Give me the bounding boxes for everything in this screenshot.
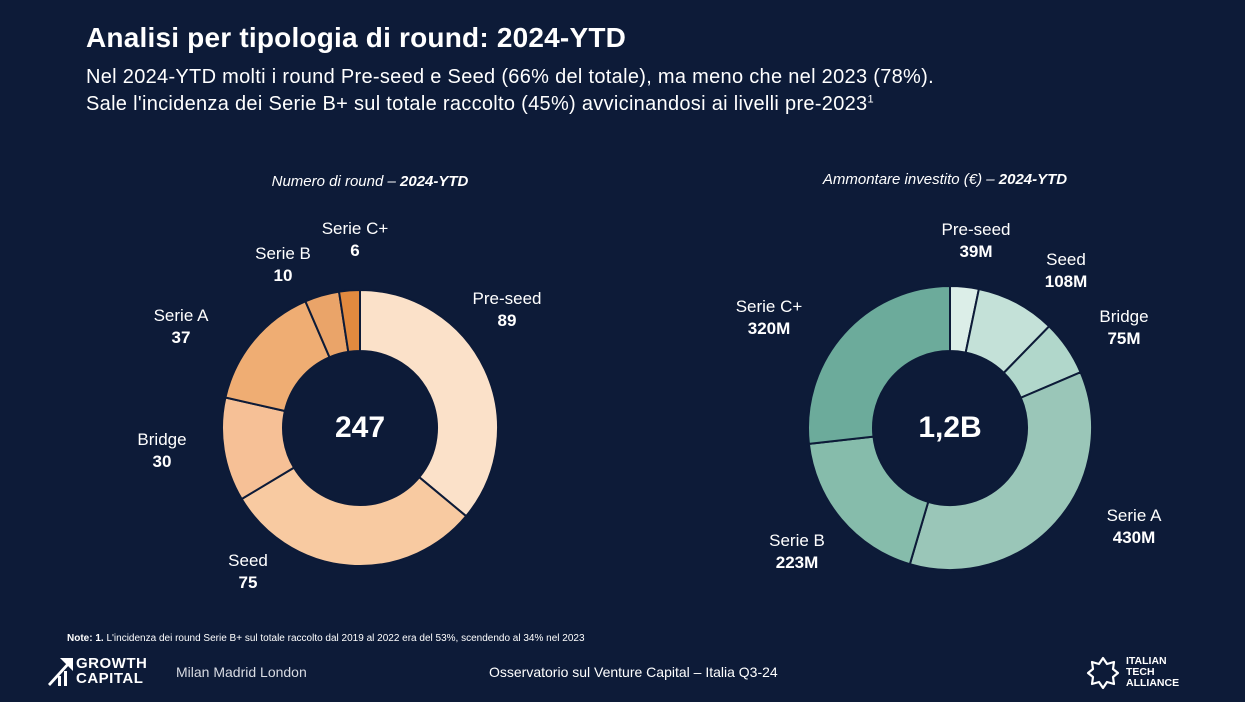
slice-category-label: Pre-seed — [941, 220, 1011, 239]
slice-category-label: Bridge — [137, 430, 187, 449]
growth-capital-logo: GROWTH CAPITAL — [76, 656, 147, 686]
partner-line-2: TECH — [1126, 666, 1155, 678]
slice-label-0-4: Serie B 10 — [255, 243, 311, 287]
slice-category-label: Serie B — [769, 531, 825, 550]
footer-report-title: Osservatorio sul Venture Capital – Itali… — [489, 664, 778, 680]
slice-label-1-5: Serie C+ 320M — [736, 296, 803, 340]
slice-value-label: 75 — [238, 573, 258, 592]
slice-value-label: 37 — [171, 328, 191, 347]
slice-category-label: Serie A — [153, 306, 209, 325]
partner-line-3: ALLIANCE — [1126, 677, 1180, 689]
footnote-text: L'incidenza dei round Serie B+ sul total… — [103, 633, 585, 644]
donut-slice-1-serie-a — [908, 370, 1093, 571]
donut-center-total-1: 1,2B — [918, 411, 982, 444]
footer: GROWTH CAPITAL Milan Madrid London Osserv… — [0, 656, 1245, 702]
subtitle-line-2-text: Sale l'incidenza dei Serie B+ sul totale… — [86, 93, 868, 115]
chart-title-rounds-bold: 2024-YTD — [400, 173, 469, 190]
footnote: Note: 1. L'incidenza dei round Serie B+ … — [67, 633, 585, 644]
chart-title-rounds: Numero di round – 2024-YTD — [220, 173, 520, 190]
slice-category-label: Serie B — [255, 244, 311, 263]
footnote-mark: 1 — [867, 93, 874, 106]
slice-category-label: Seed — [1046, 250, 1086, 269]
slice-category-label: Serie A — [1106, 506, 1162, 525]
chart-title-amount-bold: 2024-YTD — [998, 171, 1068, 188]
slice-label-0-5: Serie C+ 6 — [322, 218, 389, 262]
slice-category-label: Serie C+ — [735, 297, 803, 316]
donut-slice-0-serie-c- — [337, 288, 361, 354]
slice-value-label: 320M — [747, 319, 791, 338]
slice-value-label: 430M — [1112, 528, 1156, 547]
donut-slice-1-serie-b — [807, 435, 930, 566]
italian-tech-alliance-icon — [1086, 656, 1120, 690]
donut-slice-1-serie-c- — [807, 284, 951, 445]
donut-slice-0-pre-seed — [359, 288, 499, 518]
chart-title-rounds-prefix: Numero di round – — [271, 173, 401, 190]
slice-value-label: 75M — [1107, 329, 1141, 348]
chart-title-amount: Ammontare investito (€) – 2024-YTD — [785, 171, 1105, 188]
brand-line-2: CAPITAL — [76, 670, 144, 687]
page-title: Analisi per tipologia di round: 2024-YTD — [86, 22, 627, 53]
slice-value-label: 6 — [350, 241, 360, 260]
subtitle-line-1: Nel 2024-YTD molti i round Pre-seed e Se… — [86, 66, 934, 88]
donut-slice-0-seed — [240, 466, 468, 567]
partner-line-1: ITALIAN — [1126, 655, 1167, 667]
slice-category-label: Serie C+ — [321, 219, 389, 238]
slice-label-1-2: Bridge 75M — [1099, 306, 1148, 350]
slice-label-0-3: Serie A 37 — [154, 305, 209, 349]
slice-label-1-1: Seed 108M — [1045, 249, 1088, 293]
slice-value-label: 89 — [497, 311, 517, 330]
footnote-prefix: Note: 1. — [67, 633, 104, 644]
brand-line-1: GROWTH — [76, 655, 148, 672]
italian-tech-alliance-logo: ITALIAN TECH ALLIANCE — [1126, 656, 1179, 689]
slice-value-label: 10 — [273, 266, 293, 285]
growth-capital-logo-icon — [48, 658, 73, 686]
slice-label-1-4: Serie B 223M — [769, 530, 825, 574]
slice-label-0-1: Seed 75 — [228, 550, 268, 594]
donut-center-total-0: 247 — [334, 411, 386, 444]
slice-value-label: 39M — [959, 242, 993, 261]
slice-label-0-0: Pre-seed 89 — [473, 288, 542, 332]
slice-category-label: Seed — [228, 551, 268, 570]
slice-label-0-2: Bridge 30 — [137, 429, 186, 473]
slice-value-label: 30 — [152, 452, 172, 471]
slice-value-label: 108M — [1044, 272, 1088, 291]
cities-text: Milan Madrid London — [176, 664, 307, 680]
slice-category-label: Pre-seed — [472, 289, 542, 308]
chart-title-amount-prefix: Ammontare investito (€) – — [822, 171, 999, 188]
slice-label-1-3: Serie A 430M — [1107, 505, 1162, 549]
slice-value-label: 223M — [775, 553, 819, 572]
slice-category-label: Bridge — [1099, 307, 1149, 326]
subtitle-line-2: Sale l'incidenza dei Serie B+ sul totale… — [86, 93, 874, 116]
slice-label-1-0: Pre-seed 39M — [942, 219, 1011, 263]
